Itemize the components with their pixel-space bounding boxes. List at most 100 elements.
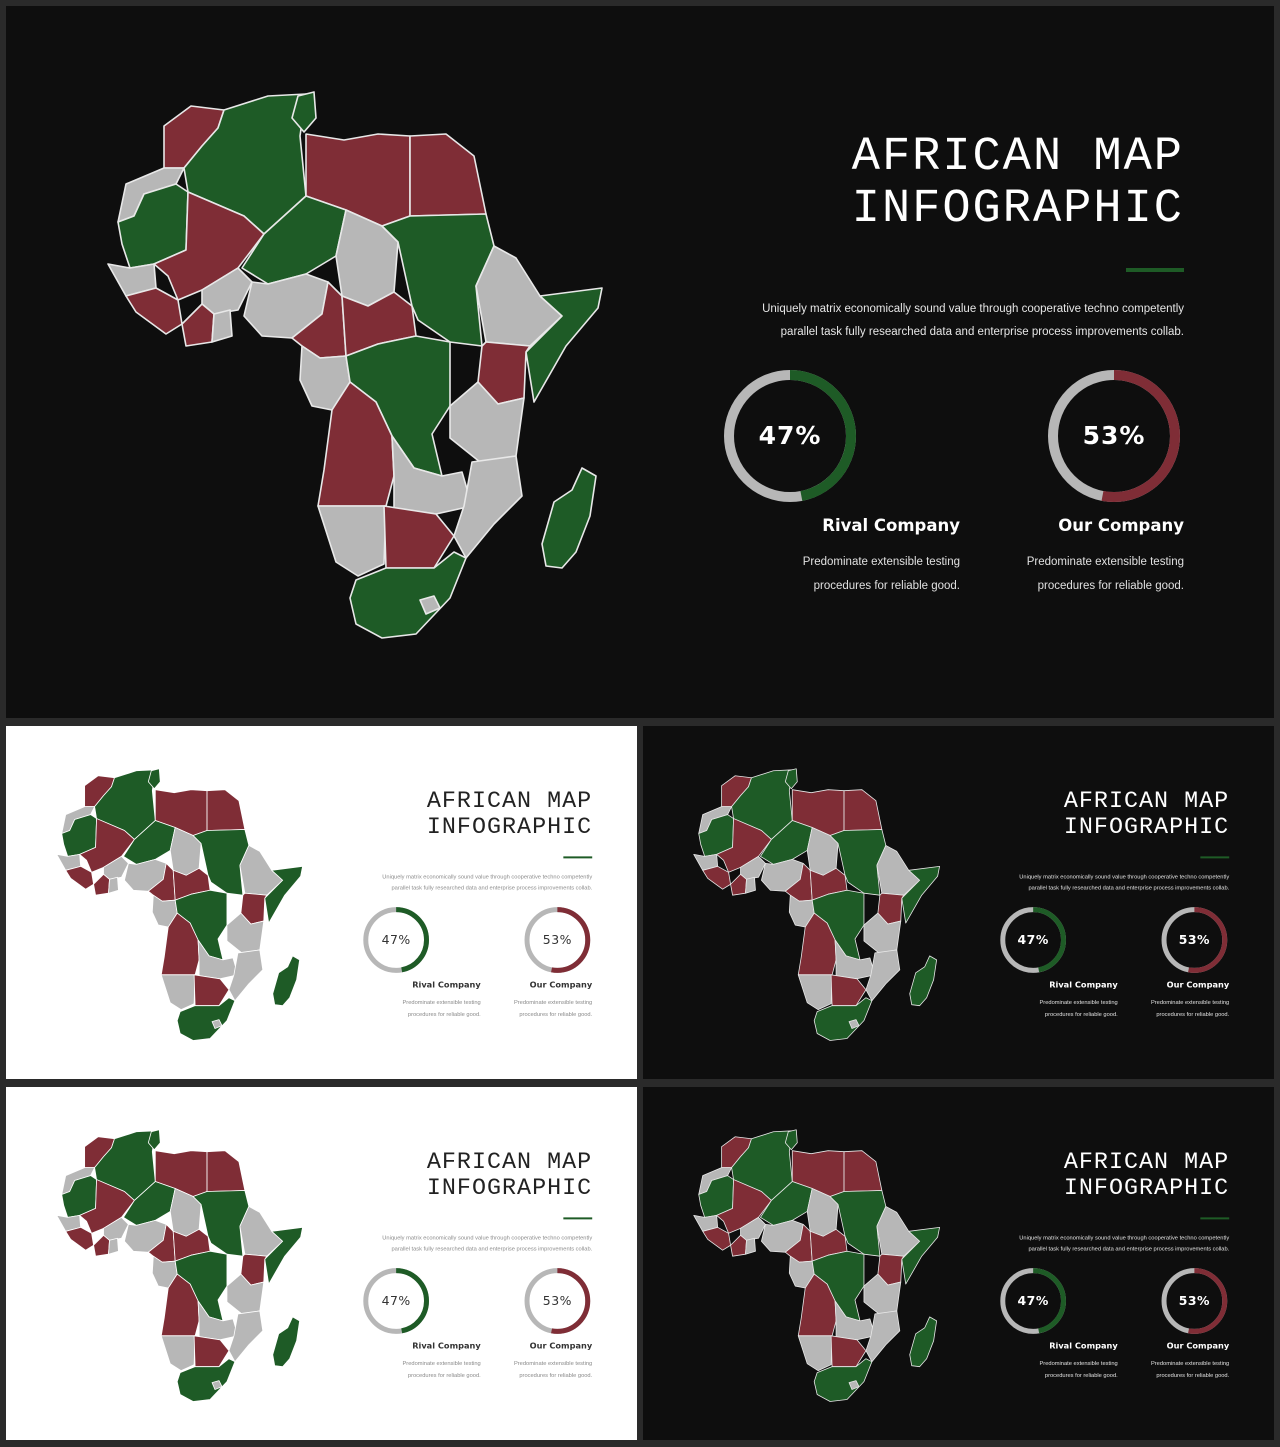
title-accent-line [563, 1217, 593, 1220]
country-mali [716, 818, 772, 873]
country-tanzania [449, 381, 525, 463]
company-description-line-1: Predominate extensible testing [1039, 1360, 1118, 1367]
country-south-africa [349, 551, 467, 639]
country-madagascar [909, 955, 938, 1007]
country-senegal [107, 263, 157, 297]
country-madagascar [541, 467, 597, 569]
country-niger [123, 820, 176, 865]
donut-chart-rival: 47% [720, 366, 860, 506]
country-ivory-coast [181, 303, 215, 347]
country-mozambique [865, 949, 901, 1002]
country-tanzania [863, 912, 902, 954]
donut-chart-ours: 53% [523, 905, 593, 975]
company-description: Predominate extensible testing procedure… [944, 550, 1184, 598]
country-south-africa [813, 1358, 873, 1402]
country-tanzania [226, 1273, 265, 1315]
donut-percentage: 53% [1178, 1293, 1211, 1308]
slide-description: Uniquely matrix economically sound value… [333, 871, 592, 894]
country-namibia [160, 1335, 196, 1372]
country-egypt [843, 1150, 883, 1192]
company-name: Rival Company [822, 516, 960, 535]
donut-progress [724, 370, 856, 502]
company-description-line-2: procedures for reliable good. [407, 1011, 481, 1018]
country-botswana [830, 974, 867, 1007]
country-niger [760, 820, 813, 865]
country-egypt [206, 789, 246, 831]
title-line-1: AFRICAN MAP [851, 131, 1184, 184]
description-line-2: parallel task fully researched data and … [1028, 885, 1230, 892]
donut-percentage: 53% [542, 932, 572, 947]
description-line-1: Uniquely matrix economically sound value… [382, 1234, 593, 1241]
title-accent-line [563, 856, 593, 859]
slide-content: AFRICAN MAP INFOGRAPHIC Uniquely matrix … [6, 6, 1274, 715]
country-ivory-coast [730, 1234, 747, 1257]
company-description: Predominate extensible testing procedure… [361, 1358, 480, 1382]
company-description-line-2: procedures for reliable good. [407, 1372, 481, 1379]
country-tanzania [863, 1273, 902, 1315]
country-niger [760, 1181, 813, 1226]
title-line-2: INFOGRAPHIC [1063, 1175, 1230, 1202]
donut-chart-rival: 47% [998, 1266, 1068, 1336]
donut-percentage: 47% [381, 1293, 411, 1308]
country-guinea [702, 1226, 731, 1251]
africa-map-graphic [693, 768, 940, 1041]
country-botswana [193, 974, 230, 1007]
country-ghana [108, 876, 119, 894]
country-senegal [693, 853, 719, 871]
company-description: Predominate extensible testing procedure… [1110, 997, 1229, 1021]
slide-content: AFRICAN MAP INFOGRAPHIC Uniquely matrix … [643, 726, 1274, 1079]
africa-map [102, 86, 612, 646]
company-description: Predominate extensible testing procedure… [998, 997, 1117, 1021]
donut-percentage: 47% [1017, 1293, 1049, 1308]
company-description-line-1: Predominate extensible testing [513, 999, 593, 1006]
company-description-line-1: Predominate extensible testing [1026, 556, 1184, 568]
company-description-line-2: procedures for reliable good. [1156, 1372, 1230, 1379]
africa-map-graphic [56, 1129, 303, 1402]
description-line-2: parallel task fully researched data and … [391, 885, 593, 892]
country-guinea [702, 865, 731, 890]
slide-large: AFRICAN MAP INFOGRAPHIC Uniquely matrix … [6, 6, 1274, 718]
country-mozambique [865, 1310, 901, 1363]
description-line-1: Uniquely matrix economically sound value… [1019, 1234, 1230, 1241]
country-lesotho [419, 595, 441, 615]
country-guinea [65, 865, 94, 890]
country-somalia [264, 1226, 303, 1285]
company-name: Rival Company [1049, 1340, 1118, 1351]
country-mozambique [228, 1310, 264, 1363]
donut-chart-rival: 47% [361, 905, 431, 975]
donut-progress [524, 1268, 591, 1334]
title-accent-line [1126, 268, 1184, 272]
company-name: Rival Company [412, 979, 481, 990]
slide-title: AFRICAN MAP INFOGRAPHIC [970, 1149, 1230, 1202]
slide-description: Uniquely matrix economically sound value… [664, 298, 1184, 344]
country-senegal [56, 853, 82, 871]
country-ivory-coast [93, 1234, 110, 1257]
slide-content: AFRICAN MAP INFOGRAPHIC Uniquely matrix … [6, 726, 637, 1079]
slide-content: AFRICAN MAP INFOGRAPHIC Uniquely matrix … [6, 1087, 637, 1440]
country-mali [716, 1179, 772, 1234]
company-name: Our Company [529, 1340, 593, 1351]
country-tunisia [784, 1129, 798, 1151]
country-ivory-coast [93, 873, 110, 896]
country-tunisia [784, 768, 798, 790]
description-line-2: parallel task fully researched data and … [780, 326, 1184, 338]
company-description-line-1: Predominate extensible testing [1039, 999, 1118, 1006]
title-accent-line [1200, 856, 1230, 859]
slide-thumb-3: AFRICAN MAP INFOGRAPHIC Uniquely matrix … [6, 1087, 637, 1440]
country-madagascar [909, 1316, 938, 1368]
company-description: Predominate extensible testing procedure… [1110, 1358, 1229, 1382]
country-tunisia [147, 1129, 161, 1151]
country-ghana [211, 309, 233, 343]
slide-description: Uniquely matrix economically sound value… [333, 1232, 592, 1255]
country-egypt [843, 789, 883, 831]
company-description-line-1: Predominate extensible testing [513, 1360, 593, 1367]
donut-percentage: 53% [1082, 421, 1146, 450]
country-mali [79, 818, 135, 873]
donut-percentage: 47% [1017, 932, 1049, 947]
donut-chart-rival: 47% [998, 905, 1068, 975]
country-lesotho [211, 1380, 223, 1390]
country-somalia [901, 1226, 940, 1285]
donut-chart-rival: 47% [361, 1266, 431, 1336]
description-line-2: parallel task fully researched data and … [1028, 1246, 1230, 1253]
title-line-2: INFOGRAPHIC [851, 183, 1184, 236]
